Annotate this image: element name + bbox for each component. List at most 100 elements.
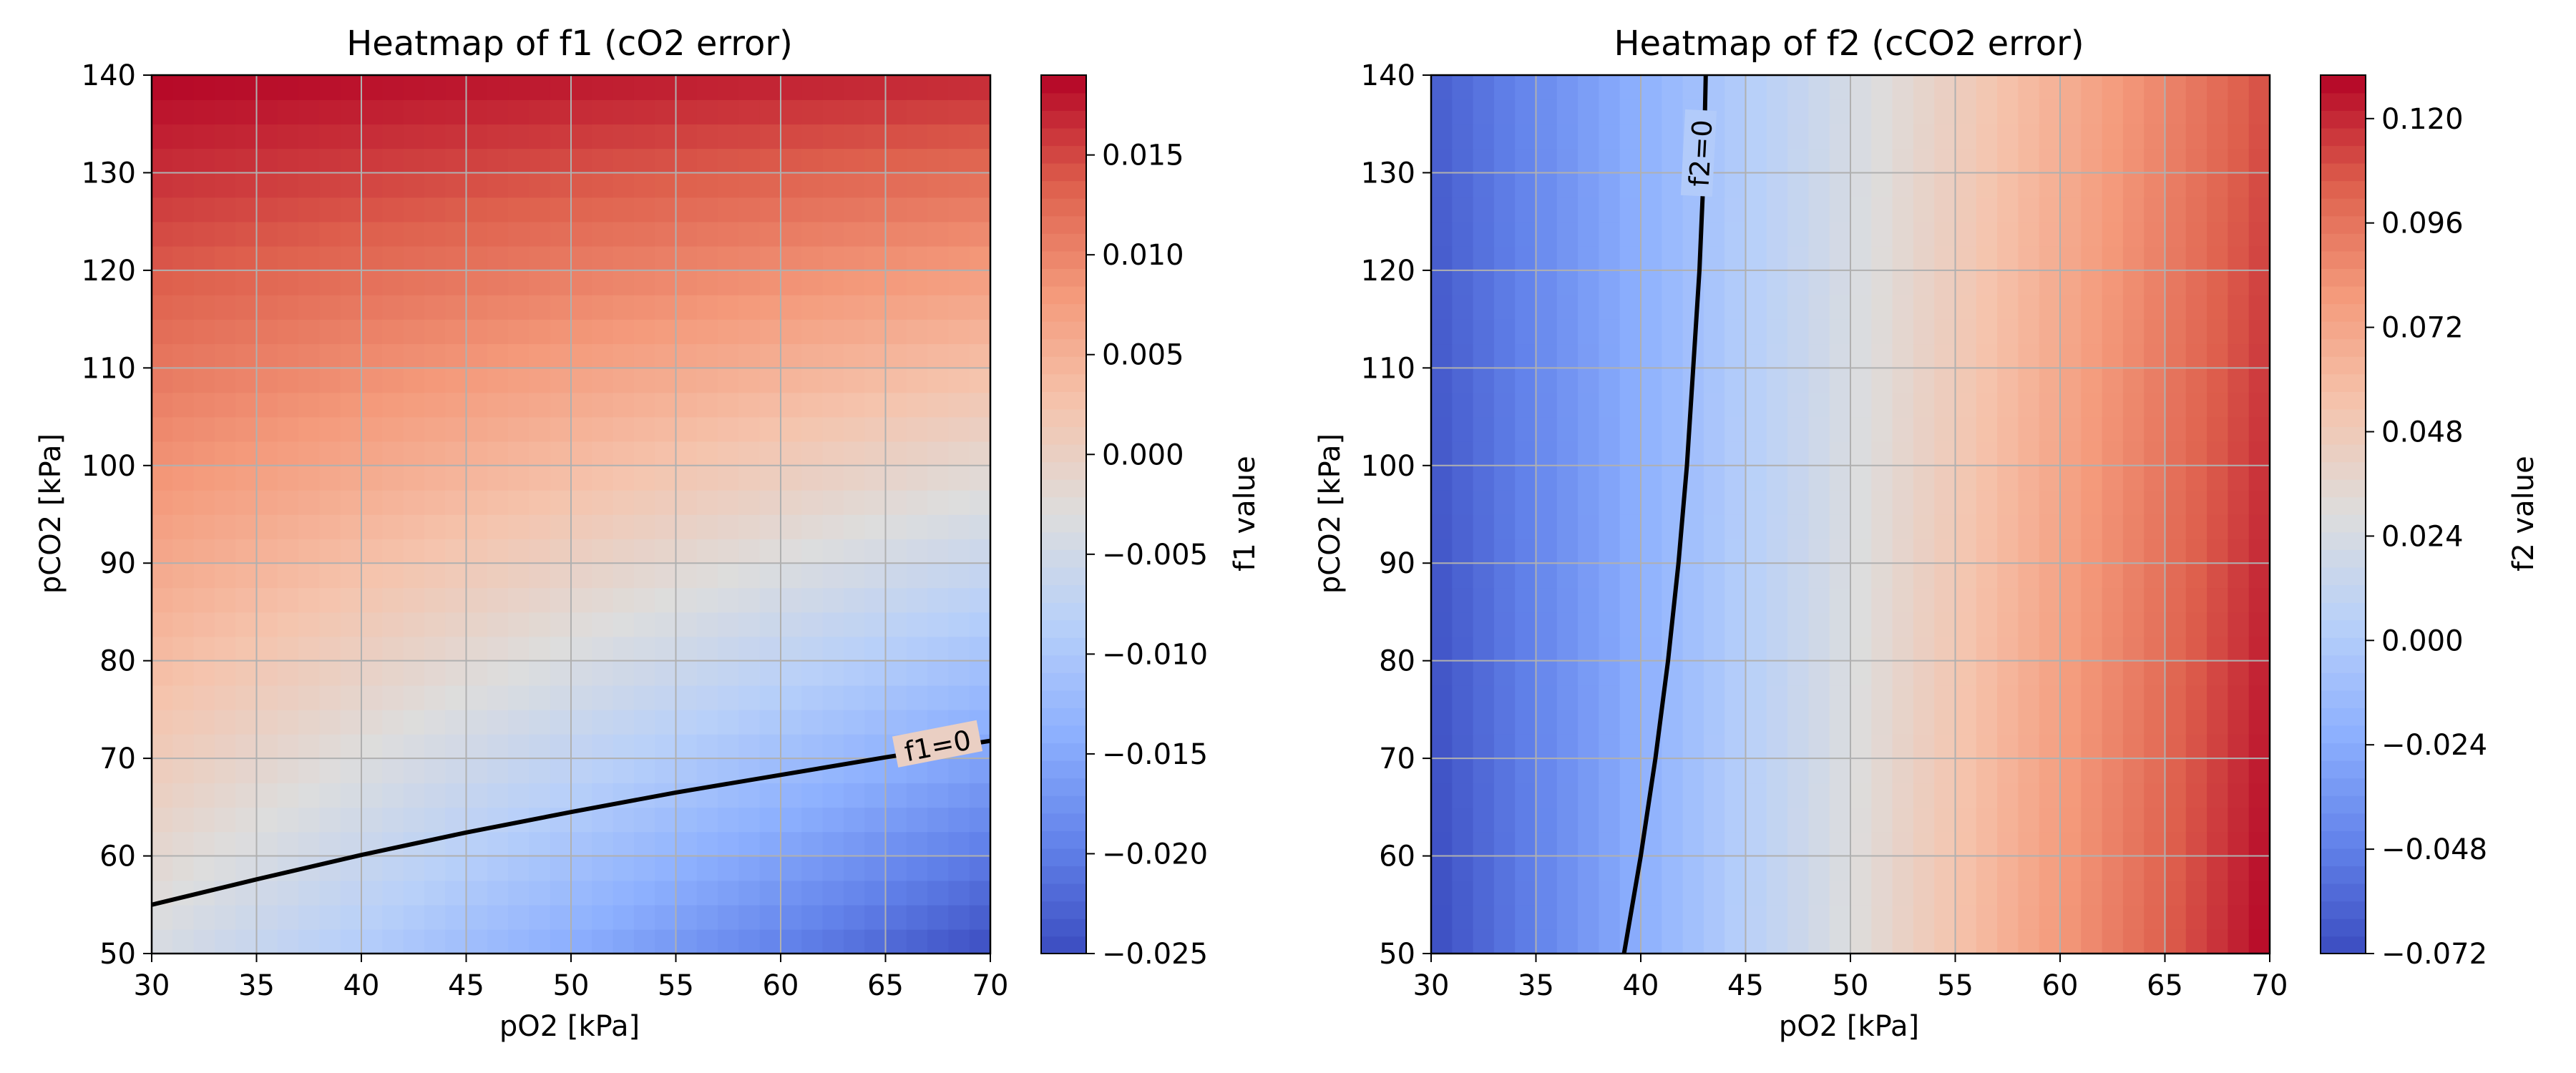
heatmap-cell bbox=[2122, 929, 2145, 954]
x-tick-label: 30 bbox=[1413, 969, 1450, 1002]
heatmap-cell bbox=[1808, 148, 1830, 174]
heatmap-cell bbox=[1578, 514, 1600, 539]
heatmap-cell bbox=[403, 319, 425, 345]
heatmap-cell bbox=[738, 709, 761, 735]
heatmap-cell bbox=[466, 489, 488, 515]
heatmap-cell bbox=[1662, 368, 1684, 393]
heatmap-cell bbox=[1682, 587, 1704, 613]
heatmap-cell bbox=[1976, 612, 1998, 637]
heatmap-cell bbox=[1556, 343, 1579, 369]
heatmap-cell bbox=[550, 636, 572, 662]
heatmap-cell bbox=[1515, 758, 1537, 784]
heatmap-cell bbox=[1934, 221, 1956, 247]
heatmap-cell bbox=[1745, 319, 1767, 345]
heatmap-cell bbox=[1934, 197, 1956, 222]
heatmap-cell bbox=[1703, 514, 1725, 539]
heatmap-cell bbox=[571, 783, 593, 808]
heatmap-cell bbox=[1850, 685, 1873, 710]
heatmap-cell bbox=[718, 392, 740, 418]
heatmap-cell bbox=[382, 685, 404, 710]
heatmap-cell bbox=[675, 758, 698, 784]
colorbar-segment bbox=[2321, 672, 2366, 691]
heatmap-cell bbox=[1934, 856, 1956, 881]
heatmap-cell bbox=[1473, 904, 1495, 930]
heatmap-cell bbox=[1536, 319, 1558, 345]
heatmap-cell bbox=[277, 660, 299, 686]
heatmap-cell bbox=[738, 587, 761, 613]
heatmap-cell bbox=[1578, 221, 1600, 247]
heatmap-cell bbox=[571, 636, 593, 662]
heatmap-cell bbox=[613, 392, 635, 418]
heatmap-cell bbox=[2228, 392, 2250, 418]
heatmap-cell bbox=[2018, 587, 2040, 613]
heatmap-cell bbox=[906, 636, 928, 662]
heatmap-cell bbox=[172, 343, 195, 369]
heatmap-cell bbox=[214, 587, 236, 613]
heatmap-cell bbox=[1871, 612, 1893, 637]
heatmap-cell bbox=[718, 514, 740, 539]
colorbar-segment bbox=[1041, 672, 1086, 691]
heatmap-cell bbox=[613, 441, 635, 466]
heatmap-cell bbox=[340, 904, 362, 930]
heatmap-cell bbox=[1829, 75, 1851, 100]
heatmap-cell bbox=[529, 368, 551, 393]
heatmap-cell bbox=[424, 441, 446, 466]
heatmap-cell bbox=[256, 783, 278, 808]
heatmap-cell bbox=[864, 904, 887, 930]
heatmap-cell bbox=[193, 245, 215, 271]
colorbar-tick-label: 0.096 bbox=[2381, 207, 2464, 240]
heatmap-cell bbox=[2122, 636, 2145, 662]
heatmap-cell bbox=[1619, 514, 1641, 539]
heatmap-cell bbox=[1619, 172, 1641, 198]
heatmap-cell bbox=[1493, 685, 1516, 710]
heatmap-cell bbox=[277, 343, 299, 369]
heatmap-cell bbox=[361, 245, 384, 271]
heatmap-cell bbox=[1850, 392, 1873, 418]
heatmap-cell bbox=[864, 172, 887, 198]
heatmap-cell bbox=[529, 734, 551, 759]
heatmap-cell bbox=[1641, 612, 1663, 637]
heatmap-cell bbox=[2228, 99, 2250, 125]
heatmap-cell bbox=[1850, 99, 1873, 125]
heatmap-cell bbox=[1515, 221, 1537, 247]
heatmap-cell bbox=[843, 783, 865, 808]
heatmap-cell bbox=[2060, 489, 2082, 515]
heatmap-cell bbox=[152, 99, 174, 125]
heatmap-cell bbox=[487, 563, 509, 589]
heatmap-cell bbox=[948, 441, 970, 466]
heatmap-cell bbox=[927, 197, 950, 222]
heatmap-cell bbox=[1892, 489, 1914, 515]
heatmap-cell bbox=[1578, 197, 1600, 222]
heatmap-cell bbox=[1619, 124, 1641, 150]
heatmap-cell bbox=[885, 685, 907, 710]
heatmap-cell bbox=[1787, 368, 1810, 393]
heatmap-cell bbox=[969, 514, 991, 539]
heatmap-cell bbox=[592, 465, 614, 491]
heatmap-cell bbox=[948, 612, 970, 637]
heatmap-cell bbox=[1913, 99, 1935, 125]
heatmap-cell bbox=[738, 636, 761, 662]
heatmap-cell bbox=[550, 124, 572, 150]
y-tick-label: 50 bbox=[99, 938, 136, 971]
heatmap-cell bbox=[2207, 856, 2229, 881]
heatmap-cell bbox=[655, 636, 677, 662]
heatmap-cell bbox=[1724, 172, 1747, 198]
heatmap-cell bbox=[613, 197, 635, 222]
heatmap-cell bbox=[466, 245, 488, 271]
y-tick-label: 50 bbox=[1379, 938, 1415, 971]
heatmap-cell bbox=[2185, 636, 2207, 662]
heatmap-cell bbox=[822, 856, 844, 881]
heatmap-cell bbox=[1662, 295, 1684, 320]
heatmap-cell bbox=[1431, 514, 1453, 539]
heatmap-cell bbox=[256, 904, 278, 930]
heatmap-cell bbox=[172, 587, 195, 613]
heatmap-cell bbox=[1703, 221, 1725, 247]
heatmap-cell bbox=[2228, 636, 2250, 662]
heatmap-cell bbox=[403, 172, 425, 198]
heatmap-cell bbox=[822, 99, 844, 125]
heatmap-cell bbox=[843, 904, 865, 930]
heatmap-cell bbox=[633, 514, 655, 539]
heatmap-cell bbox=[298, 758, 321, 784]
heatmap-cell bbox=[1850, 270, 1873, 295]
heatmap-cell bbox=[1934, 172, 1956, 198]
